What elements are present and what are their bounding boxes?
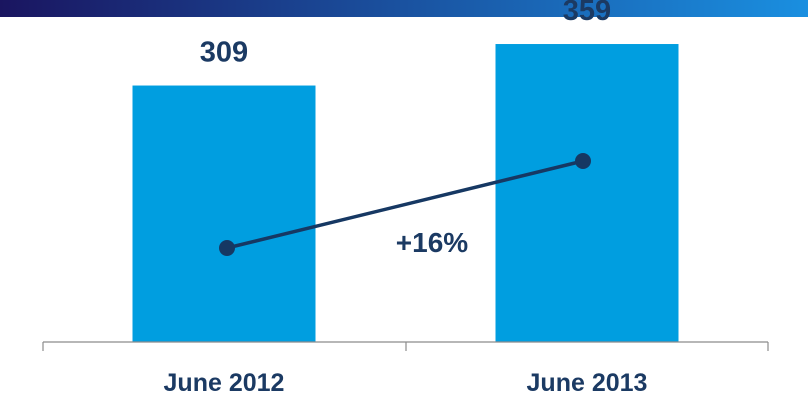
bar-value-label-june-2013: 359 — [563, 0, 611, 27]
x-tick-label-june-2013: June 2013 — [527, 369, 648, 397]
x-tick-label-june-2012: June 2012 — [164, 369, 285, 397]
bar-value-label-june-2012: 309 — [200, 37, 248, 69]
growth-trend-line — [226, 159, 584, 250]
x-axis — [42, 341, 769, 351]
growth-point-june-2013 — [575, 153, 591, 169]
growth-point-june-2012 — [219, 240, 235, 256]
growth-label: +16% — [396, 227, 468, 258]
top-banner — [0, 0, 808, 17]
bar-june-2013 — [495, 44, 679, 342]
bar-june-2012 — [132, 85, 316, 342]
